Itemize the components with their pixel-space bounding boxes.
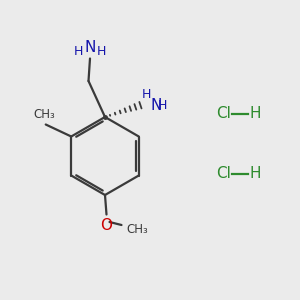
Text: CH₃: CH₃ bbox=[126, 223, 148, 236]
Text: H: H bbox=[157, 99, 167, 112]
Text: N: N bbox=[151, 98, 162, 113]
Text: H: H bbox=[141, 88, 151, 101]
Text: H: H bbox=[74, 45, 83, 58]
Text: CH₃: CH₃ bbox=[33, 108, 55, 121]
Text: N: N bbox=[84, 40, 96, 55]
Text: H: H bbox=[97, 45, 106, 58]
Text: H: H bbox=[250, 106, 261, 122]
Text: Cl: Cl bbox=[216, 106, 231, 122]
Text: H: H bbox=[250, 167, 261, 182]
Text: O: O bbox=[100, 218, 112, 233]
Text: Cl: Cl bbox=[216, 167, 231, 182]
